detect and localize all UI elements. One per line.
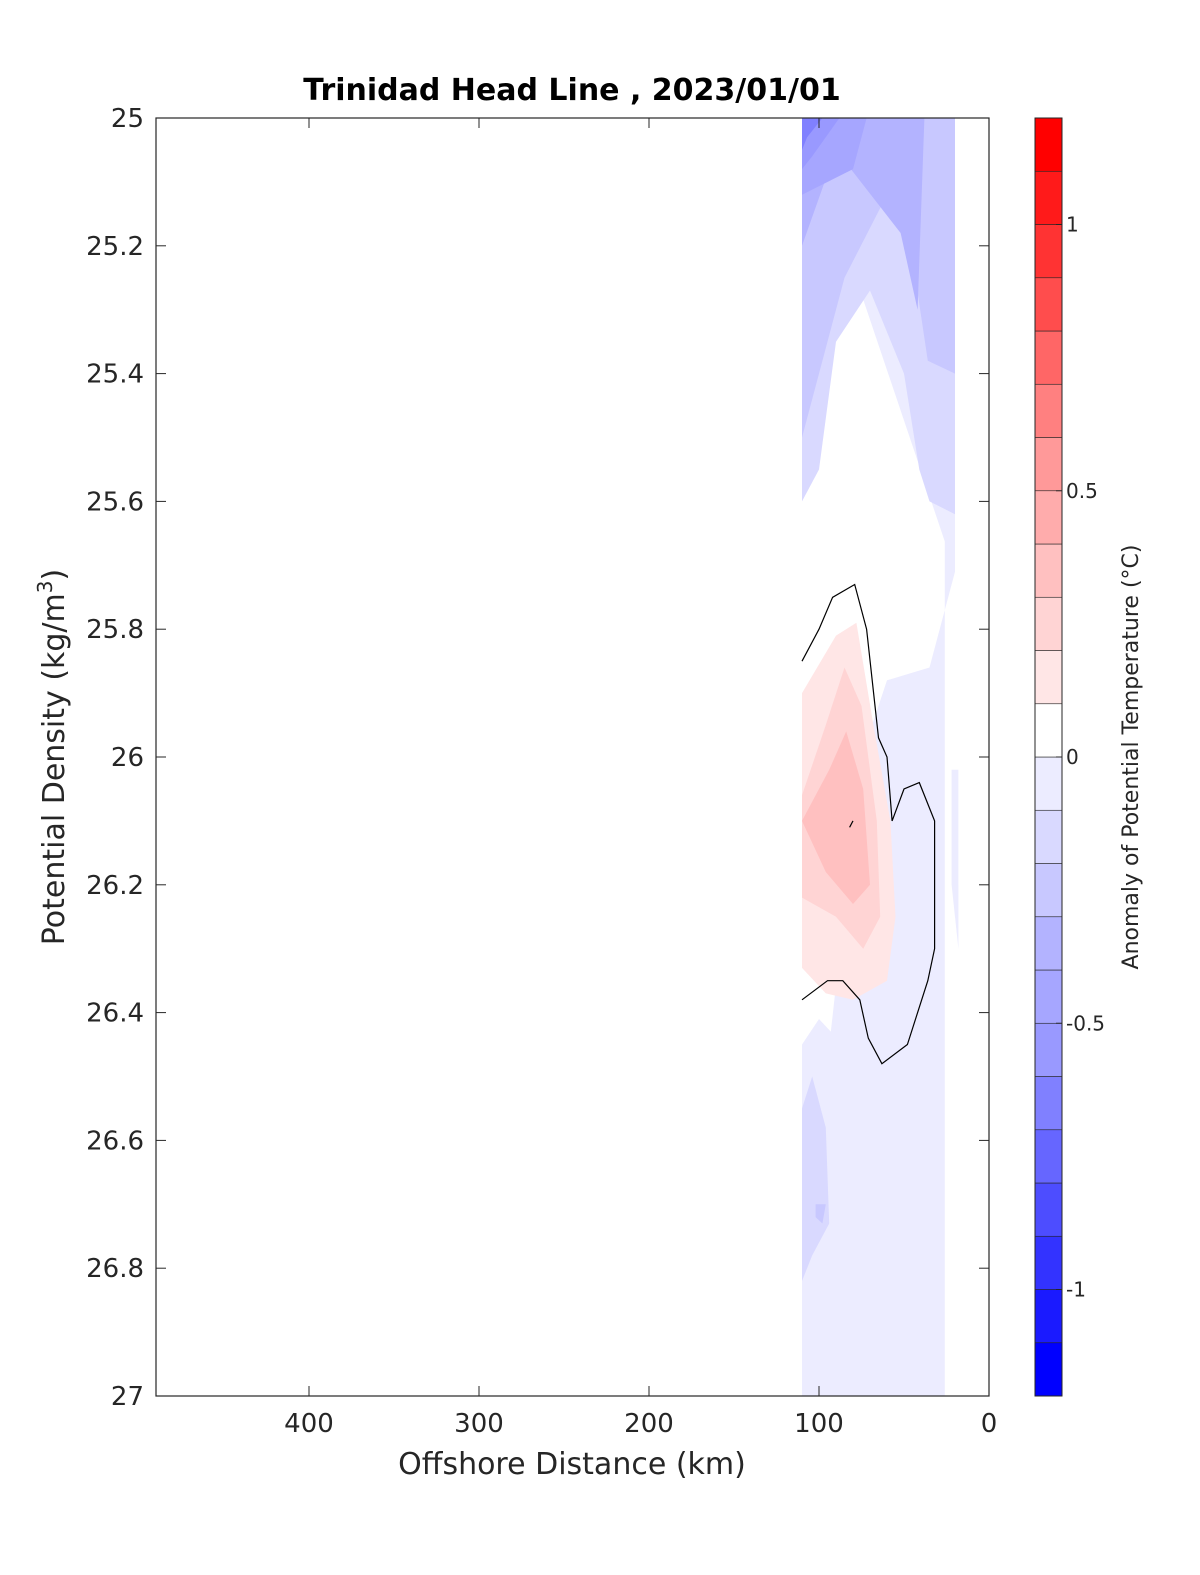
contour-band-3: [802, 118, 925, 310]
plot-area: 400 300 200 100 0 25 25.2 25.4 25.6 25.8 26 26.2 26…: [86, 104, 997, 1439]
colorbar-segment: [1034, 650, 1063, 705]
chart-title: Trinidad Head Line , 2023/01/01: [303, 73, 840, 108]
colorbar-segment: [1034, 1076, 1063, 1131]
x-tick-label: 400: [284, 1409, 334, 1439]
colorbar-tick-label: 0: [1066, 745, 1079, 769]
colorbar-segment: [1034, 383, 1063, 438]
colorbar-segment: [1034, 1129, 1063, 1184]
y-tick-label: 25.6: [86, 487, 144, 517]
colorbar-segment: [1034, 916, 1063, 971]
y-tick-label: 26.8: [86, 1254, 144, 1284]
colorbar-segment: [1034, 490, 1063, 545]
colorbar-segment: [1034, 969, 1063, 1024]
zero-contour-lines: [801, 583, 936, 1065]
colorbar-segment: [1034, 1289, 1063, 1344]
colorbar-label: Anomaly of Potential Temperature (°C): [1119, 545, 1144, 970]
x-tick-label: 200: [624, 1409, 674, 1439]
contour-band-6: [802, 118, 823, 150]
colorbar-segment: [1034, 1182, 1063, 1237]
colorbar-segment: [1034, 117, 1063, 172]
colorbar-segment: [1034, 330, 1063, 385]
y-axis-label-close: ): [37, 569, 72, 581]
zero-contour-line-1: [849, 820, 854, 828]
y-axis-label-main: Potential Density (kg/m: [37, 593, 72, 945]
colorbar-tick-label: 1: [1066, 213, 1079, 237]
y-tick-label: 26.4: [86, 999, 144, 1029]
contour-band-9: [802, 731, 870, 904]
colorbar-segment: [1034, 1022, 1063, 1077]
colorbar-tick-label: 0.5: [1066, 479, 1098, 503]
colorbar-segment: [1034, 756, 1063, 811]
colorbar-segments: [1034, 117, 1063, 1397]
colorbar-segment: [1034, 809, 1063, 864]
contour-bands: [802, 118, 959, 1396]
colorbar-segment: [1034, 277, 1063, 332]
x-axis-label: Offshore Distance (km): [398, 1447, 746, 1482]
y-tick-label: 27: [111, 1382, 144, 1412]
y-axis-ticks: 25 25.2 25.4 25.6 25.8 26 26.2 26.4 26.6 26.8 27: [86, 104, 989, 1412]
y-axis-label: Potential Density (kg/m3): [33, 569, 72, 945]
contour-band-13: [890, 1044, 938, 1313]
contour-band-11: [802, 1076, 830, 1281]
colorbar-segment: [1034, 1342, 1063, 1397]
zero-contour-line-0: [801, 583, 936, 1065]
contour-band-12: [815, 1204, 826, 1224]
colorbar-segment: [1034, 703, 1063, 758]
colorbar-tick-label: -0.5: [1066, 1011, 1105, 1035]
y-tick-label: 26: [111, 743, 144, 773]
y-tick-label: 25.8: [86, 615, 144, 645]
y-axis-label-superscript: 3: [33, 580, 57, 593]
contour-band-10: [802, 1019, 894, 1333]
colorbar-tick-label: -1: [1066, 1278, 1086, 1302]
colorbar-segment: [1034, 1235, 1063, 1290]
x-tick-label: 100: [794, 1409, 844, 1439]
y-tick-label: 26.6: [86, 1126, 144, 1156]
colorbar-segment: [1034, 863, 1063, 918]
y-tick-label: 25.2: [86, 232, 144, 262]
colorbar-segment: [1034, 224, 1063, 279]
colorbar-segment: [1034, 596, 1063, 651]
x-axis-ticks: 400 300 200 100 0: [284, 118, 997, 1439]
colorbar-ticks: 1 0.5 0 -0.5 -1: [1056, 213, 1105, 1302]
colorbar-segment: [1034, 543, 1063, 598]
colorbar-segment: [1034, 437, 1063, 492]
y-tick-label: 26.2: [86, 871, 144, 901]
colorbar: 1 0.5 0 -0.5 -1: [1034, 117, 1105, 1397]
colorbar-segment: [1034, 170, 1063, 225]
x-tick-label: 0: [981, 1409, 998, 1439]
y-tick-label: 25: [111, 104, 144, 134]
y-tick-label: 25.4: [86, 360, 144, 390]
x-tick-label: 300: [454, 1409, 504, 1439]
contour-band-14: [951, 769, 959, 949]
